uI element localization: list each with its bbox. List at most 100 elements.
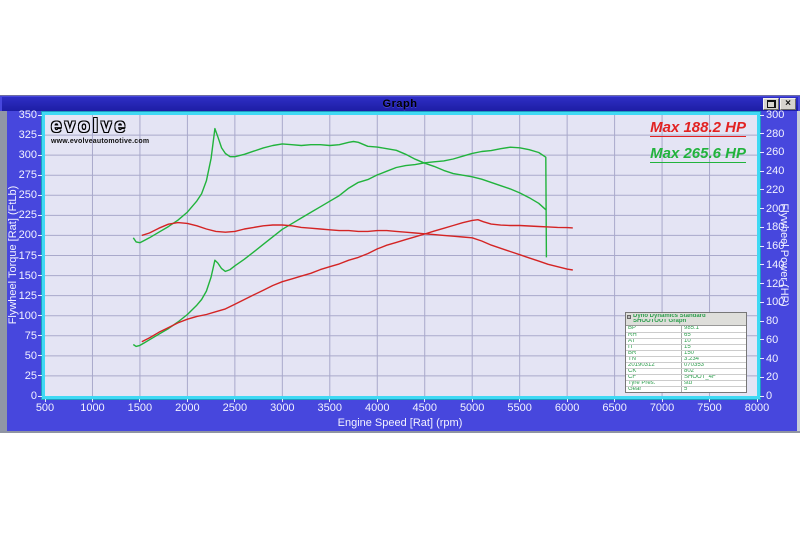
- y-right-tick-mark: [760, 264, 764, 266]
- y-right-tick-mark: [760, 151, 764, 153]
- y-right-tick-label: 80: [766, 315, 779, 328]
- y-right-tick-label: 120: [766, 277, 785, 290]
- info-table-row: Gear 5: [626, 386, 746, 392]
- y-left-tick-mark: [38, 335, 42, 337]
- y-left-tick-mark: [38, 375, 42, 377]
- info-row-label: Gear: [628, 387, 642, 392]
- y-left-tick-label: 325: [18, 129, 37, 142]
- info-header-line1: Dyno Dynamics Standard: [633, 314, 706, 319]
- y-right-tick-label: 100: [766, 296, 785, 309]
- y-left-tick-label: 125: [18, 289, 37, 302]
- y-right-tick-mark: [760, 170, 764, 172]
- restore-button[interactable]: [763, 98, 779, 110]
- info-row-value: 15: [681, 345, 746, 350]
- x-tick-label: 5000: [459, 402, 485, 414]
- y-left-tick-mark: [38, 234, 42, 236]
- info-row-value: std: [681, 381, 746, 386]
- x-tick-label: 2000: [175, 402, 200, 414]
- info-row-value: 150: [681, 351, 746, 356]
- y-right-tick-label: 260: [766, 146, 785, 159]
- window-frame-right: [797, 111, 800, 433]
- info-row-value: 65: [681, 333, 746, 338]
- x-tick-mark: [44, 399, 46, 402]
- y-right-tick-mark: [760, 283, 764, 285]
- curve-power_green: [132, 146, 548, 348]
- x-axis-title: Engine Speed [Rat] (rpm): [337, 417, 463, 429]
- x-tick-label: 7000: [649, 402, 675, 414]
- window-title: Graph: [382, 98, 418, 110]
- x-tick-label: 6000: [554, 402, 580, 414]
- info-row-label: RH: [628, 333, 637, 338]
- info-table-row: AT 10: [626, 338, 746, 344]
- y-right-tick-mark: [760, 133, 764, 135]
- close-button[interactable]: ×: [780, 98, 796, 110]
- logo-url: www.evolveautomotive.com: [51, 138, 150, 145]
- y-right-tick-label: 200: [766, 202, 785, 215]
- y-right-tick-label: 240: [766, 165, 785, 178]
- y-right-tick-label: 20: [766, 371, 779, 384]
- x-tick-mark: [281, 399, 283, 402]
- window-frame-left: [0, 111, 7, 433]
- x-tick-label: 500: [35, 402, 55, 414]
- y-left-tick-label: 0: [30, 390, 37, 402]
- x-tick-mark: [661, 399, 663, 402]
- info-header-line2: SHOOTOUT Graph: [633, 319, 687, 324]
- info-row-label: Tyre Pres.: [628, 381, 656, 386]
- y-left-tick-label: 25: [24, 369, 37, 382]
- info-row-value: 3.234: [681, 357, 746, 362]
- info-table-row: BP 985.1: [626, 326, 746, 332]
- info-table-row: 20190312 070353: [626, 362, 746, 368]
- x-tick-mark: [756, 399, 758, 402]
- x-tick-mark: [376, 399, 378, 402]
- info-row-value: SHOOT_4F: [681, 375, 746, 380]
- y-left-tick-mark: [38, 255, 42, 256]
- y-left-tick-label: 225: [18, 209, 37, 222]
- y-left-tick-mark: [38, 114, 42, 116]
- y-right-tick-label: 280: [766, 127, 785, 140]
- curve-torque_green: [132, 127, 547, 244]
- y-left-tick-label: 300: [18, 149, 37, 162]
- y-right-tick-label: 0: [766, 390, 773, 402]
- logo-text: evolve: [51, 116, 129, 137]
- y-right-tick-mark: [760, 114, 764, 116]
- y-right-tick-mark: [760, 339, 764, 341]
- curves-svg: [45, 115, 757, 396]
- y-right-tick-mark: [760, 189, 764, 191]
- y-left-tick-label: 75: [24, 329, 37, 342]
- x-tick-mark: [709, 399, 711, 402]
- info-table-row: CF SHOOT_4F: [626, 374, 746, 380]
- curve-power_red: [141, 218, 573, 343]
- info-table-icon: [627, 315, 631, 319]
- y-right-tick-mark: [760, 376, 764, 378]
- info-table-row: BR 150: [626, 350, 746, 356]
- y-right-tick-label: 60: [766, 333, 779, 346]
- x-tick-mark: [139, 399, 141, 402]
- info-table-row: IT 15: [626, 344, 746, 350]
- x-tick-mark: [566, 399, 568, 402]
- info-table-header: Dyno Dynamics Standard SHOOTOUT Graph: [626, 313, 746, 326]
- y-left-tick-mark: [38, 154, 42, 156]
- x-tick-label: 7500: [697, 402, 722, 414]
- x-tick-mark: [329, 399, 331, 402]
- y-left-tick-mark: [38, 395, 42, 397]
- window-frame-bottom: [0, 431, 800, 433]
- y-left-tick-label: 350: [18, 109, 37, 121]
- info-row-label: 20190312: [628, 363, 655, 368]
- x-tick-label: 4000: [365, 402, 390, 414]
- y-left-tick-mark: [38, 275, 42, 277]
- y-left-tick-mark: [38, 134, 42, 136]
- y-right-tick-label: 300: [766, 109, 785, 121]
- y-left-tick-label: 100: [18, 309, 37, 322]
- y-left-tick-mark: [38, 174, 42, 176]
- y-right-tick-label: 40: [766, 352, 779, 365]
- y-right-tick-mark: [760, 208, 764, 210]
- info-row-label: AT: [628, 339, 636, 344]
- restore-icon: [766, 100, 776, 108]
- y-left-tick-label: 250: [18, 189, 37, 202]
- info-row-value: 985.1: [681, 326, 746, 332]
- info-row-label: BP: [628, 326, 637, 331]
- x-tick-label: 3500: [317, 402, 343, 414]
- max-power-green-label: Max 265.6 HP: [650, 145, 746, 163]
- y-right-tick-label: 220: [766, 183, 785, 196]
